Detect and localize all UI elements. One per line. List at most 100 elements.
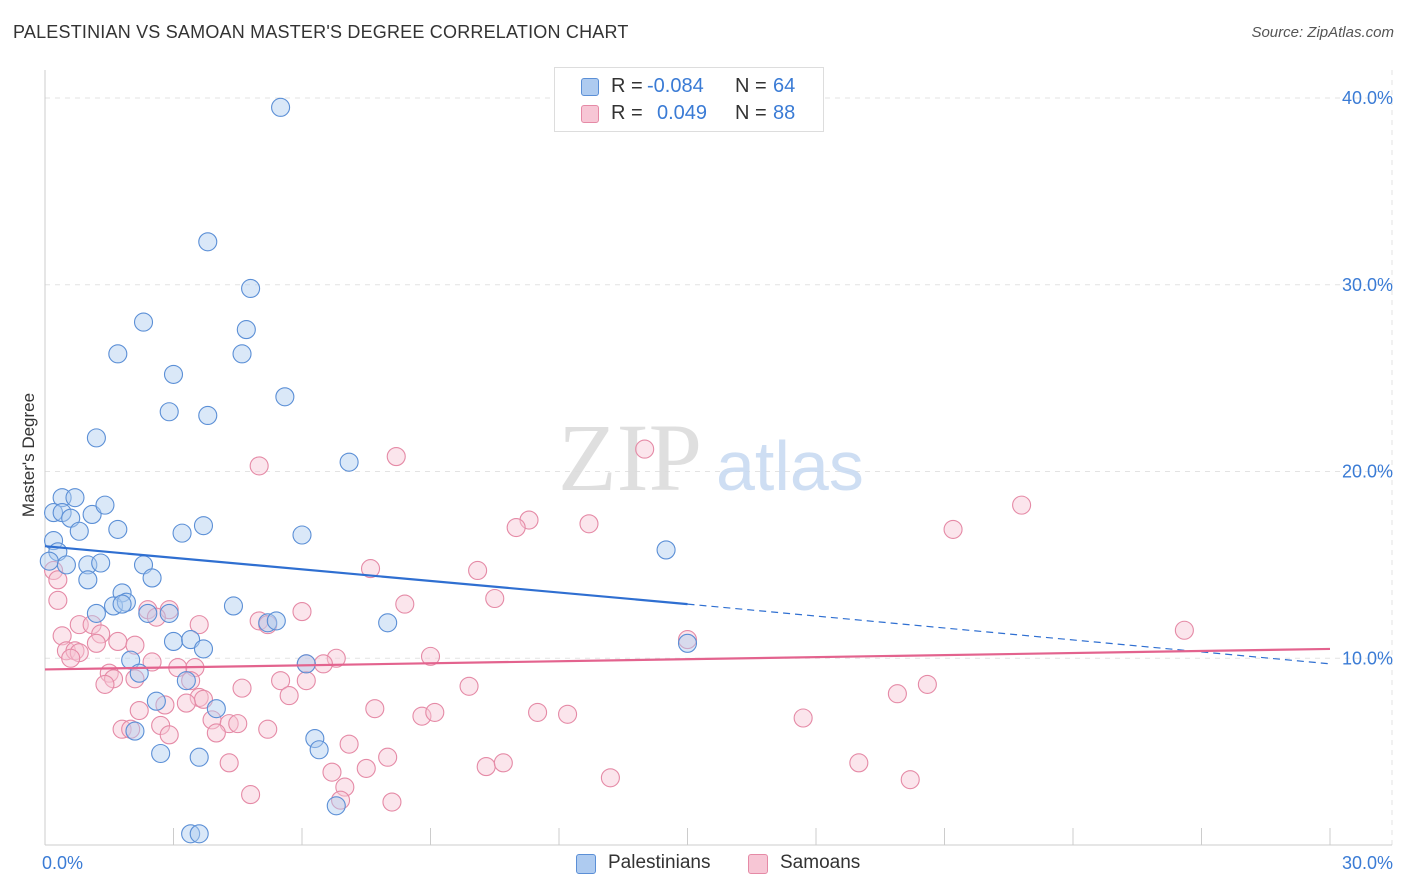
samoans-legend-label: Samoans: [780, 852, 861, 873]
samoan-point: [558, 704, 578, 724]
palestinian-point: [69, 521, 89, 541]
samoan-point: [271, 671, 291, 691]
samoan-point: [849, 753, 869, 773]
palestinian-point: [108, 519, 128, 539]
palestinian-point: [138, 603, 158, 623]
n-label: N =: [735, 75, 767, 97]
palestinian-point: [232, 344, 252, 364]
samoan-point: [142, 652, 162, 672]
samoan-point: [528, 702, 548, 722]
samoan-point: [468, 560, 488, 581]
palestinian-point: [56, 555, 76, 575]
palestinians-legend-swatch: [576, 854, 596, 874]
source-label: Source: ZipAtlas.com: [1251, 24, 1394, 41]
palestinian-point: [198, 405, 218, 426]
x-tick-label: 0.0%: [42, 853, 83, 873]
palestinian-point: [296, 654, 316, 674]
samoan-point: [360, 559, 381, 579]
palestinian-point: [189, 824, 209, 844]
samoan-point: [159, 725, 179, 745]
samoan-point: [635, 439, 655, 459]
palestinian-point: [163, 364, 184, 384]
palestinian-point: [82, 504, 102, 525]
palestinian-point: [142, 568, 162, 588]
palestinian-point: [151, 743, 171, 764]
samoan-point: [48, 570, 68, 590]
palestinian-point: [677, 633, 698, 653]
palestinian-point: [206, 699, 226, 719]
samoan-point: [1012, 495, 1032, 515]
samoan-point: [91, 624, 111, 644]
tick-labels: 10.0% 20.0% 30.0% 40.0% 0.0% 30.0%: [42, 88, 1393, 873]
samoan-point: [219, 753, 239, 773]
palestinian-point: [108, 344, 128, 364]
samoans-trend-line: [44, 647, 1331, 671]
samoan-point: [887, 684, 907, 704]
palestinians-points: [39, 97, 698, 844]
palestinian-point: [292, 525, 312, 545]
samoan-point: [425, 702, 445, 722]
samoan-point: [206, 723, 226, 743]
samoan-point: [129, 700, 149, 721]
samoan-point: [365, 699, 385, 719]
samoan-point: [232, 678, 252, 698]
samoan-point: [382, 792, 402, 812]
y-tick-label: 10.0%: [1342, 648, 1393, 668]
palestinians-trend-line: [44, 545, 688, 606]
samoan-point: [249, 456, 269, 476]
y-tick-label: 30.0%: [1342, 275, 1393, 295]
samoans-legend-swatch: [748, 854, 768, 874]
samoan-point: [485, 588, 505, 609]
palestinians-r-value: -0.084: [647, 75, 704, 97]
samoan-point: [228, 714, 248, 734]
palestinian-point: [86, 603, 106, 623]
samoan-point: [793, 708, 813, 728]
samoan-point: [296, 671, 316, 691]
samoan-point: [189, 615, 209, 635]
samoans-n-value: 88: [773, 102, 796, 124]
palestinian-point: [78, 570, 98, 590]
palestinian-point: [86, 428, 106, 448]
samoan-point: [108, 631, 128, 651]
palestinian-point: [125, 721, 145, 741]
samoan-point: [917, 674, 937, 694]
x-tick-label: 30.0%: [1342, 853, 1393, 873]
palestinian-point: [133, 312, 154, 332]
palestinians-swatch: [581, 78, 599, 96]
palestinian-point: [271, 97, 291, 117]
samoan-point: [326, 648, 346, 668]
watermark-zip: ZIP: [558, 404, 702, 511]
palestinian-point: [223, 596, 244, 616]
watermark: ZIP atlas: [558, 404, 864, 511]
trend-lines: [44, 545, 1331, 671]
samoan-point: [493, 753, 513, 773]
palestinian-point: [656, 540, 676, 560]
samoan-point: [506, 517, 526, 538]
samoan-point: [279, 686, 299, 706]
samoan-point: [943, 519, 963, 539]
samoan-point: [579, 514, 599, 534]
samoan-point: [412, 706, 432, 726]
stats-legend: R = -0.084 N = 64 R = 0.049 N = 88: [554, 67, 824, 132]
axes: [44, 70, 1392, 846]
samoan-point: [420, 646, 441, 666]
palestinian-point: [378, 613, 398, 633]
y-tick-label: 40.0%: [1342, 88, 1393, 108]
samoan-point: [322, 762, 342, 782]
r-label: R =: [611, 75, 643, 97]
chart-title: PALESTINIAN VS SAMOAN MASTER'S DEGREE CO…: [13, 22, 629, 42]
palestinian-point: [176, 671, 196, 691]
samoan-point: [86, 633, 106, 653]
palestinian-point: [309, 740, 329, 760]
samoans-swatch: [581, 105, 599, 123]
palestinian-point: [266, 611, 286, 631]
samoan-point: [61, 648, 81, 668]
palestinian-point: [39, 551, 59, 571]
palestinian-point: [91, 553, 111, 573]
palestinian-point: [181, 630, 201, 650]
samoan-point: [339, 734, 359, 754]
samoan-point: [459, 676, 479, 696]
palestinian-point: [112, 594, 132, 614]
samoan-point: [378, 747, 398, 767]
